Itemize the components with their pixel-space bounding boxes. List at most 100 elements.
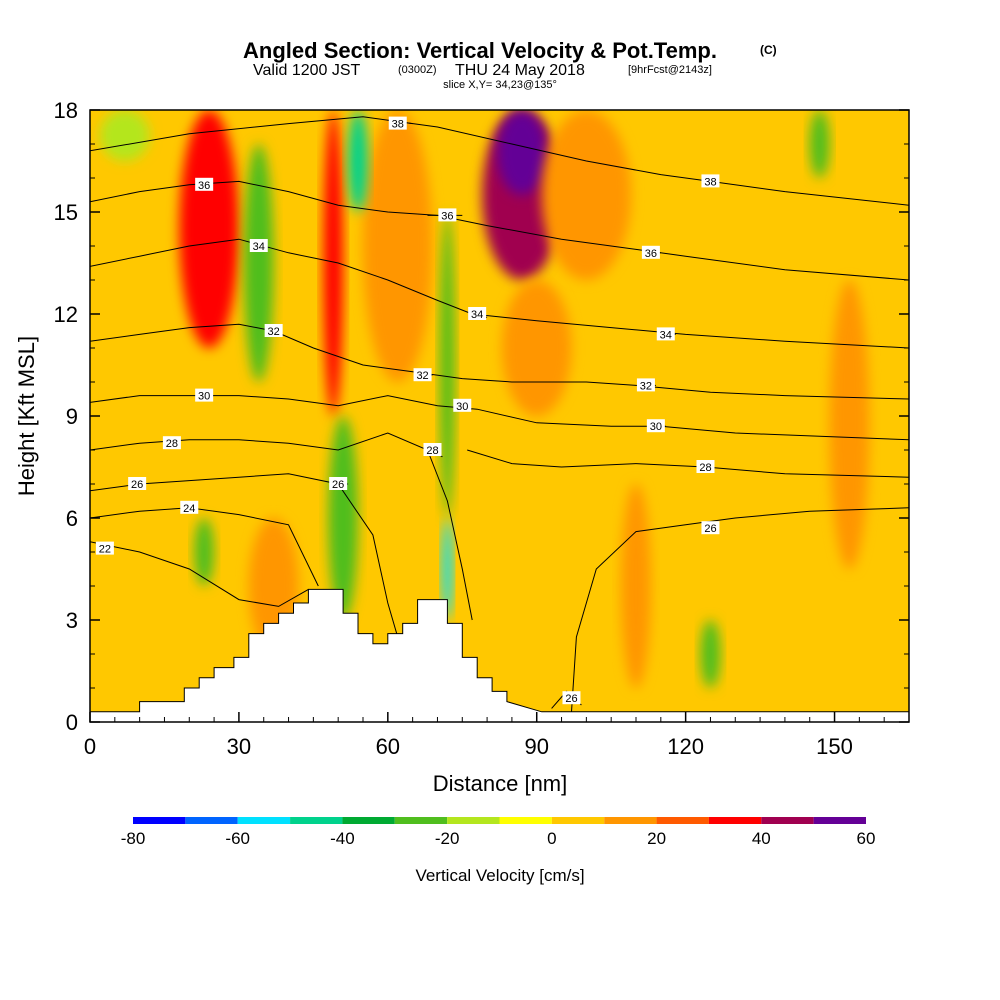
contour-label-text: 28 [699,462,711,474]
contour-label-bg [701,521,720,535]
isentrope-24 [90,507,319,587]
colorbar-swatch [813,817,866,824]
colorbar-tick-label: 20 [647,829,666,848]
terrain [90,588,909,722]
x-tick-label: 60 [376,734,400,759]
contour-label: 36 [438,208,457,222]
colorbar-swatch [708,817,762,824]
contour-label-text: 26 [131,479,143,491]
contour-label-bg [453,398,472,412]
contour-label-text: 28 [166,438,178,450]
velocity-cell [700,620,721,688]
contour-label-text: 32 [640,380,652,392]
colorbar-swatch [447,817,500,824]
contour-label: 30 [195,388,214,403]
contour-label: 38 [388,116,407,131]
forecast-info: [9hrFcst@2143z] [628,64,712,76]
slice-info: slice X,Y= 34,23@135° [443,79,557,91]
velocity-cell [323,110,344,416]
contour-label-text: 32 [416,370,428,382]
velocity-cell [348,110,368,212]
colorbar-swatch [394,817,448,824]
colorbar-tick-label: -20 [435,829,460,848]
contour-label-bg [636,378,655,392]
colorbar-swatch [133,817,186,824]
x-tick-label: 0 [84,734,96,759]
contour-label-bg [646,419,665,433]
contour-label: 26 [701,521,720,535]
velocity-cell [99,110,150,161]
y-tick-label: 15 [54,200,78,225]
contour-label: 28 [423,443,442,457]
contour-label: 36 [641,245,660,260]
contour-label-bg [329,477,348,490]
colorbar-swatch [342,817,395,824]
contour-label: 22 [95,541,114,556]
contour-label-text: 36 [198,180,210,192]
valid-utc: (0300Z) [398,64,437,76]
velocity-cell [809,110,830,178]
contour-label: 30 [453,398,472,413]
colorbar-tick-label: 0 [547,829,556,848]
velocity-cell [194,518,215,586]
valid-date: THU 24 May 2018 [455,62,585,79]
contour-label-text: 30 [650,421,662,433]
contour-label-bg [468,307,487,320]
velocity-cell [829,280,870,569]
colorbar-tick-label: 60 [857,829,876,848]
colorbar: -80 -60 -40 -20 0 20 40 60 [121,817,876,848]
y-tick-label: 3 [66,608,78,633]
velocity-cell [363,110,433,382]
colorbar-swatch [499,817,552,824]
x-tick-label: 120 [667,734,704,759]
contour-label-bg [95,541,114,555]
contour-label-text: 30 [456,401,468,413]
contour-label-bg [701,174,720,188]
isentrope-38 [90,116,909,206]
contour-label: 26 [128,477,147,491]
contour-label: 24 [180,500,199,515]
velocity-cell [179,110,239,348]
contour-label-text: 34 [471,309,483,321]
colorbar-title: Vertical Velocity [cm/s] [415,866,584,885]
plot-area: 22 24 26 26 26 28 28 30 32 34 36 36 38 38 30 32 28 34 32 30… [90,110,909,722]
contour-label-bg [249,239,268,252]
colorbar-swatch [290,817,343,824]
contour-label-text: 38 [392,119,404,131]
contour-label: 28 [696,460,715,474]
colorbar-swatch [656,817,709,824]
y-tick-label: 12 [54,302,78,327]
colorbar-tick-label: -80 [121,829,146,848]
contour-label: 28 [162,436,181,450]
contour-label-text: 26 [332,479,344,491]
contour-label-bg [696,460,715,473]
colorbar-swatch [185,817,238,824]
x-tick-label: 90 [524,734,548,759]
valid-prefix: Valid 1200 JST [253,62,361,79]
contour-label-bg [195,177,214,191]
contour-label-text: 32 [268,326,280,338]
contour-label: 38 [701,174,720,188]
y-tick-label: 9 [66,404,78,429]
contour-label: 34 [468,307,487,321]
contour-label-bg [423,443,442,456]
isentrope-26b [571,507,909,712]
velocity-cell [497,110,547,195]
contour-label-bg [180,500,199,514]
contour-label: 32 [413,368,432,382]
colorbar-swatch [604,817,657,824]
contour-label-bg [162,436,181,450]
contour-label-text: 38 [704,176,716,188]
velocity-cell [442,518,453,620]
contour-label-text: 34 [660,329,672,341]
contour-label: 34 [249,239,268,253]
velocity-cell [621,484,651,688]
velocity-cell [328,416,359,620]
colorbar-swatch [761,817,814,824]
y-tick-label: 0 [66,710,78,735]
contour-label: 32 [264,324,283,338]
contour-label: 32 [636,378,655,392]
colorbar-tick-label: -40 [330,829,355,848]
